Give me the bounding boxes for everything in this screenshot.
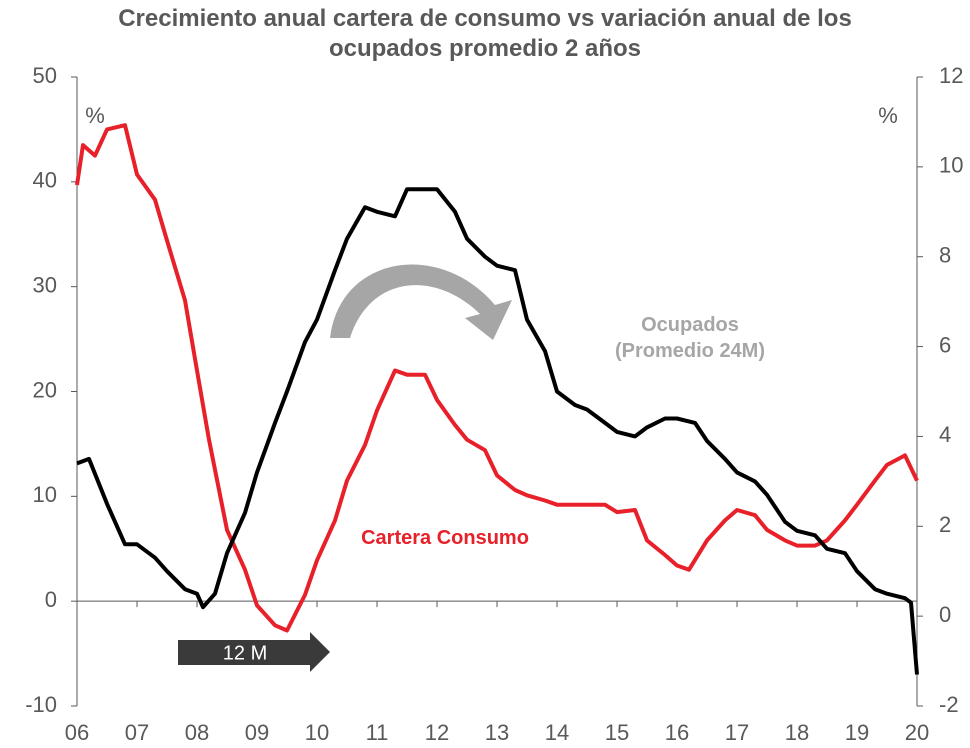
y-tick-label: -10 (25, 692, 57, 717)
x-tick-label: 15 (605, 720, 629, 745)
x-tick-label: 19 (845, 720, 869, 745)
y2-tick-label: 4 (939, 422, 951, 447)
x-tick-label: 07 (125, 720, 149, 745)
x-tick-label: 09 (245, 720, 269, 745)
y2-tick-label: 2 (939, 512, 951, 537)
x-tick-label: 16 (665, 720, 689, 745)
y-tick-label: 0 (45, 587, 57, 612)
x-tick-label: 13 (485, 720, 509, 745)
x-tick-label: 12 (425, 720, 449, 745)
y2-tick-label: 10 (939, 153, 963, 178)
x-tick-label: 17 (725, 720, 749, 745)
y-tick-label: 40 (33, 168, 57, 193)
y-tick-label: 50 (33, 63, 57, 88)
lag-arrow (178, 632, 330, 672)
x-tick-label: 08 (185, 720, 209, 745)
series-line (76, 187, 919, 675)
y2-tick-label: 12 (939, 63, 963, 88)
x-tick-label: 10 (305, 720, 329, 745)
x-tick-label: 20 (905, 720, 929, 745)
y2-tick-label: 8 (939, 243, 951, 268)
y2-tick-label: -2 (939, 692, 959, 717)
series-label: Ocupados (Promedio 24M) (614, 314, 766, 362)
chart-title: Crecimiento anual cartera de consumo vs … (118, 5, 852, 62)
series-line (75, 123, 919, 633)
unit-label: % (878, 103, 898, 128)
curved-arrow (330, 264, 512, 340)
x-tick-label: 11 (366, 720, 389, 745)
y-tick-label: 10 (33, 482, 57, 507)
series-label: Cartera Consumo (361, 527, 529, 549)
y2-tick-label: 0 (939, 602, 951, 627)
y2-tick-label: 6 (939, 332, 951, 357)
x-tick-label: 18 (785, 720, 809, 745)
y-tick-label: 20 (33, 377, 57, 402)
arrow-label: 12 M (223, 642, 267, 664)
unit-label: % (85, 103, 105, 128)
y-tick-label: 30 (33, 272, 57, 297)
x-tick-label: 14 (545, 720, 569, 745)
x-tick-label: 06 (65, 720, 89, 745)
